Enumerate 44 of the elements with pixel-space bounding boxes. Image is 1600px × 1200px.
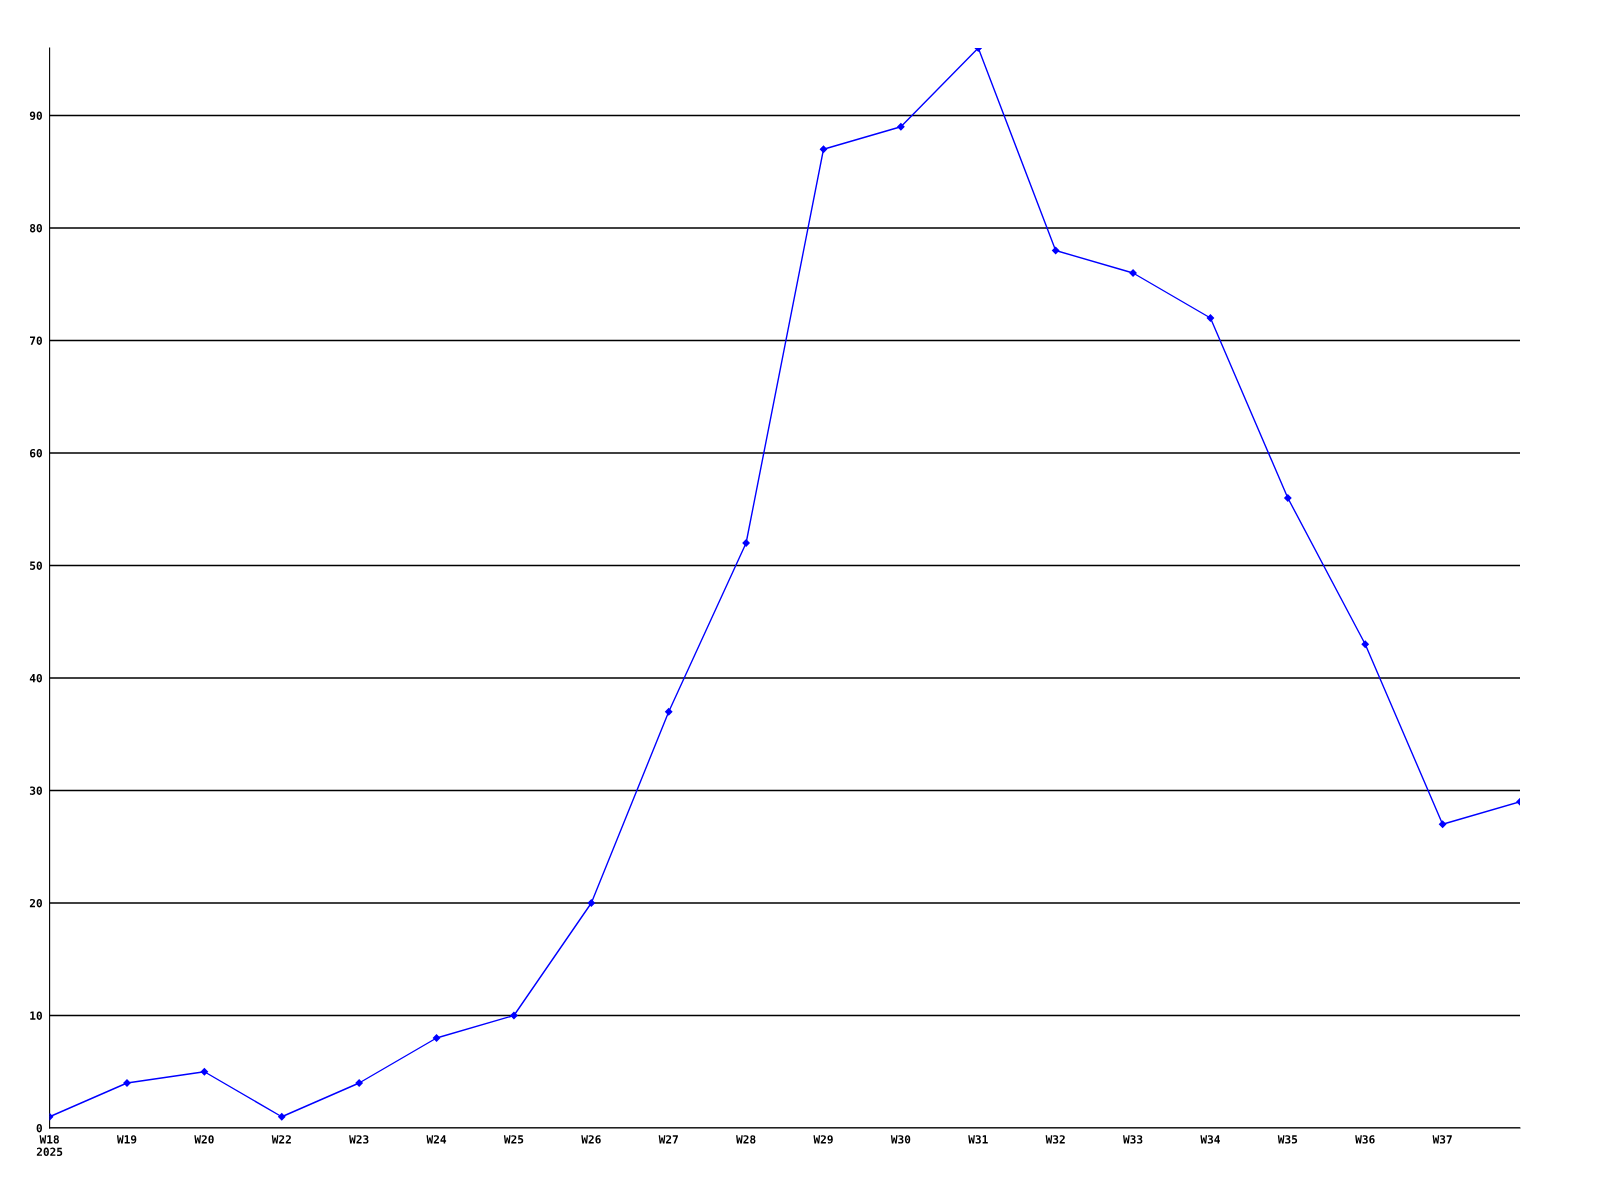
x-tick-label: W37: [1432, 1135, 1452, 1144]
point: [432, 1034, 441, 1042]
y-tick-label: 20: [29, 898, 42, 908]
x-tick-label: W24: [426, 1135, 447, 1144]
point: [742, 539, 750, 547]
point: [355, 1079, 363, 1087]
point: [278, 1113, 286, 1121]
y-tick-label: 50: [30, 561, 42, 570]
point: [1284, 494, 1292, 502]
y-tick-label: 70: [30, 336, 42, 345]
x-tick-label: W34: [1200, 1135, 1220, 1144]
x-tick-label: W36: [1355, 1135, 1375, 1144]
y-tick-label: 80: [29, 223, 42, 233]
x-tick-label: W25: [503, 1135, 524, 1144]
x-tick-label: W23: [349, 1135, 369, 1144]
x-tick-label: W28: [736, 1135, 756, 1144]
point: [510, 1011, 518, 1020]
y-tick-label: 0: [36, 1123, 42, 1133]
x-tick-label: W20: [194, 1135, 214, 1144]
point: [1361, 640, 1369, 648]
point: [1438, 820, 1447, 828]
x-tick-label: W30: [890, 1135, 911, 1144]
x-tick-label: W29: [813, 1135, 833, 1144]
x-tick-label: W33: [1123, 1135, 1143, 1144]
x-tick-label: W18 2025: [36, 1135, 63, 1156]
x-tick-label: W26: [581, 1135, 601, 1144]
y-tick-label: 90: [29, 111, 42, 120]
y-tick-label: 30: [29, 786, 42, 795]
y-tick-label: 60: [29, 448, 42, 458]
x-tick-label: W32: [1045, 1135, 1065, 1144]
point: [1052, 246, 1060, 255]
x-tick-label: W31: [968, 1135, 988, 1144]
y-tick-label: 10: [30, 1011, 42, 1020]
point: [819, 145, 828, 153]
x-tick-label: W22: [271, 1135, 291, 1144]
y-tick-label: 40: [29, 673, 42, 683]
point: [897, 123, 905, 131]
x-tick-label: W35: [1277, 1135, 1298, 1144]
point: [665, 708, 673, 716]
x-tick-label: W27: [658, 1135, 678, 1144]
x-tick-label: W19: [116, 1135, 137, 1144]
point: [1206, 314, 1215, 322]
point: [587, 899, 595, 907]
point: [200, 1068, 209, 1076]
